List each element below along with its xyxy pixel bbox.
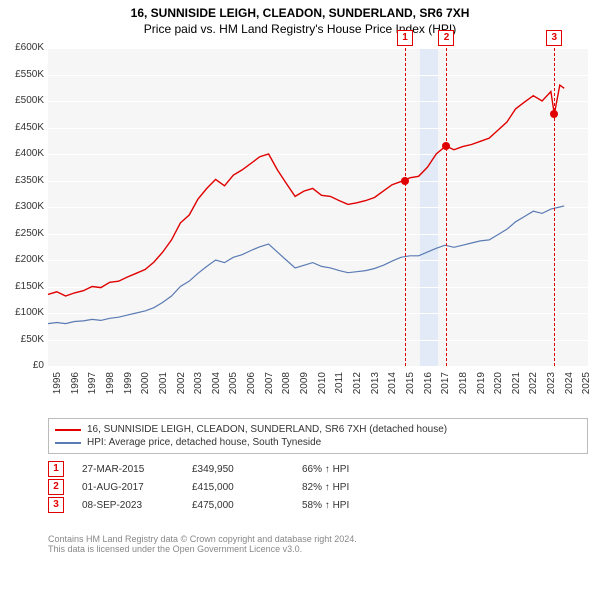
x-tick-label: 2015 [405, 372, 416, 402]
x-tick-label: 2012 [352, 372, 363, 402]
sales-row-number: 3 [48, 497, 64, 513]
x-tick-label: 2004 [211, 372, 222, 402]
x-tick-label: 2009 [299, 372, 310, 402]
legend-item: HPI: Average price, detached house, Sout… [55, 436, 581, 449]
x-tick-label: 2018 [458, 372, 469, 402]
x-tick-label: 2003 [193, 372, 204, 402]
legend-box: 16, SUNNISIDE LEIGH, CLEADON, SUNDERLAND… [48, 418, 588, 454]
chart-title-address: 16, SUNNISIDE LEIGH, CLEADON, SUNDERLAND… [8, 6, 592, 20]
legend-label: 16, SUNNISIDE LEIGH, CLEADON, SUNDERLAND… [87, 424, 447, 435]
x-tick-label: 2002 [176, 372, 187, 402]
x-tick-label: 2007 [264, 372, 275, 402]
x-tick-label: 1997 [87, 372, 98, 402]
x-tick-label: 2017 [440, 372, 451, 402]
chart-subtitle: Price paid vs. HM Land Registry's House … [8, 22, 592, 36]
x-tick-label: 2010 [317, 372, 328, 402]
x-tick-label: 1999 [123, 372, 134, 402]
x-tick-label: 2011 [334, 372, 345, 402]
sales-row-date: 27-MAR-2015 [82, 464, 192, 475]
sale-point-dot [401, 177, 409, 185]
series-line-hpi [48, 206, 564, 324]
x-tick-label: 2016 [423, 372, 434, 402]
sales-row-date: 08-SEP-2023 [82, 500, 192, 511]
title-block: 16, SUNNISIDE LEIGH, CLEADON, SUNDERLAND… [0, 0, 600, 38]
x-tick-label: 2024 [564, 372, 575, 402]
x-tick-label: 2000 [140, 372, 151, 402]
legend-swatch [55, 442, 81, 444]
footer-line-2: This data is licensed under the Open Gov… [48, 544, 357, 554]
x-tick-label: 2025 [581, 372, 592, 402]
sales-row-price: £415,000 [192, 482, 302, 493]
x-tick-label: 1998 [105, 372, 116, 402]
x-tick-label: 2021 [511, 372, 522, 402]
sale-marker-line [554, 48, 555, 366]
legend-swatch [55, 429, 81, 431]
sales-row-pct: 66% ↑ HPI [302, 464, 442, 475]
sale-marker-number: 2 [438, 30, 454, 46]
footer-line-1: Contains HM Land Registry data © Crown c… [48, 534, 357, 544]
series-svg [0, 42, 588, 368]
sales-row-price: £475,000 [192, 500, 302, 511]
sales-row: 1 27-MAR-2015£349,95066% ↑ HPI [48, 460, 442, 478]
x-tick-label: 2013 [370, 372, 381, 402]
sales-row-date: 01-AUG-2017 [82, 482, 192, 493]
sales-row-price: £349,950 [192, 464, 302, 475]
price-chart: £0£50K£100K£150K£200K£250K£300K£350K£400… [0, 42, 600, 412]
sales-row: 2 01-AUG-2017£415,00082% ↑ HPI [48, 478, 442, 496]
page: { "title": { "line1": "16, SUNNISIDE LEI… [0, 0, 600, 590]
sales-table: 1 27-MAR-2015£349,95066% ↑ HPI 2 01-AUG-201… [48, 460, 442, 514]
sale-marker-line [405, 48, 406, 366]
sale-marker-number: 3 [546, 30, 562, 46]
x-tick-label: 2014 [387, 372, 398, 402]
sale-marker-line [446, 48, 447, 366]
sales-row-pct: 58% ↑ HPI [302, 500, 442, 511]
legend-label: HPI: Average price, detached house, Sout… [87, 437, 321, 448]
legend-item: 16, SUNNISIDE LEIGH, CLEADON, SUNDERLAND… [55, 423, 581, 436]
x-tick-label: 1995 [52, 372, 63, 402]
x-tick-label: 1996 [70, 372, 81, 402]
x-tick-label: 2005 [228, 372, 239, 402]
sales-row: 3 08-SEP-2023£475,00058% ↑ HPI [48, 496, 442, 514]
footer-attribution: Contains HM Land Registry data © Crown c… [48, 534, 357, 554]
x-tick-label: 2008 [281, 372, 292, 402]
x-tick-label: 2019 [476, 372, 487, 402]
x-tick-label: 2022 [528, 372, 539, 402]
sales-row-number: 2 [48, 479, 64, 495]
sales-row-number: 1 [48, 461, 64, 477]
x-tick-label: 2023 [546, 372, 557, 402]
x-tick-label: 2001 [158, 372, 169, 402]
x-tick-label: 2006 [246, 372, 257, 402]
sales-row-pct: 82% ↑ HPI [302, 482, 442, 493]
x-tick-label: 2020 [493, 372, 504, 402]
sale-marker-number: 1 [397, 30, 413, 46]
